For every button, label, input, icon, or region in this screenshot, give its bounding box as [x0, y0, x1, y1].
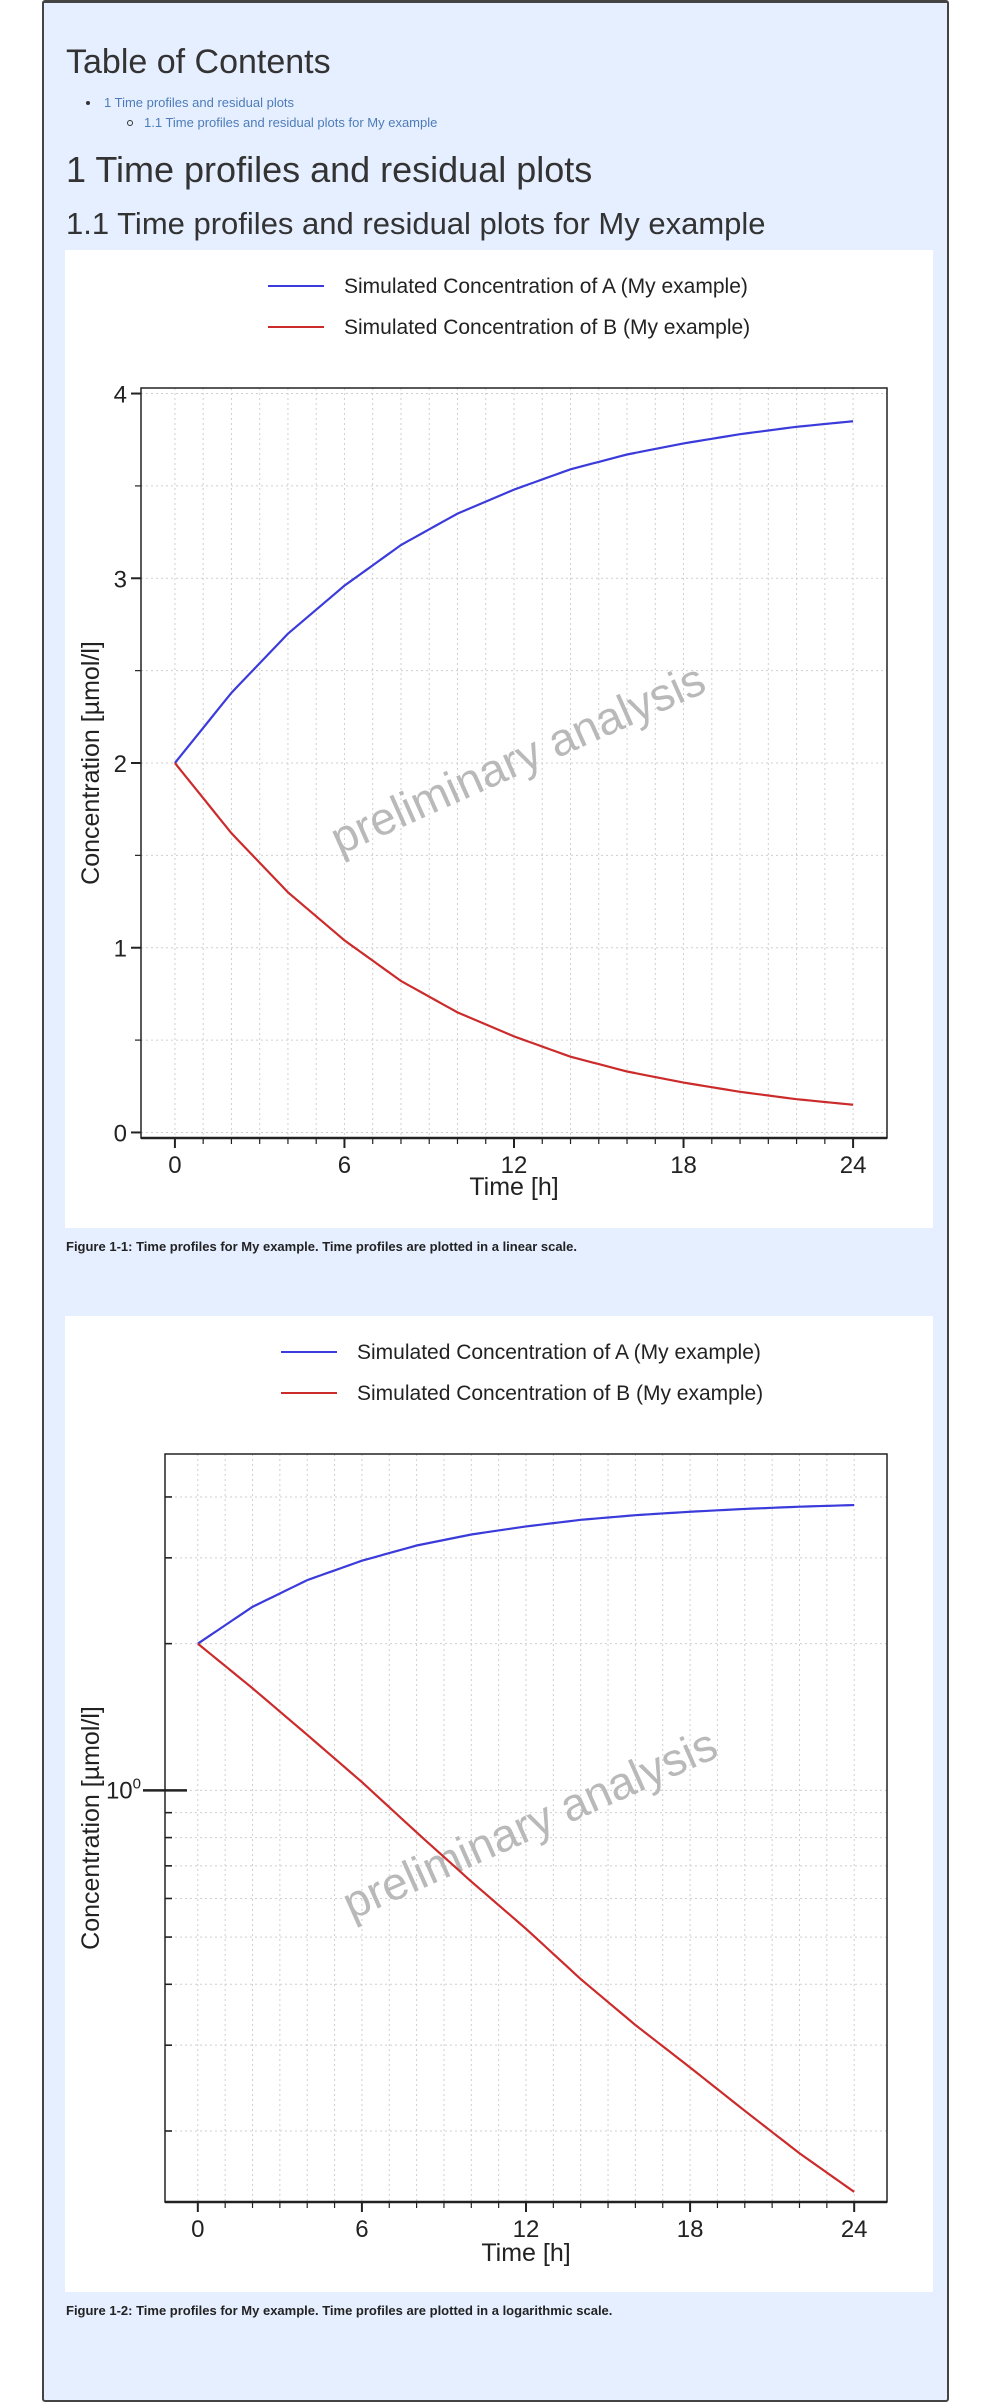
toc-list: 1 Time profiles and residual plots 1.1 T… — [66, 93, 437, 133]
watermark: preliminary analysis — [322, 652, 712, 864]
y-tick-label-base: 10 — [106, 1777, 133, 1804]
y-tick-label-power: 100 — [106, 1775, 141, 1804]
x-tick-label: 24 — [841, 2216, 868, 2243]
x-tick-label: 0 — [168, 1152, 181, 1179]
y-tick-label: 0 — [114, 1120, 127, 1147]
legend-label: Simulated Concentration of B (My example… — [344, 316, 750, 339]
y-tick-label: 4 — [114, 382, 127, 409]
x-tick-label: 12 — [501, 1152, 528, 1179]
figure-1-caption: Figure 1-1: Time profiles for My example… — [66, 1239, 578, 1254]
x-axis-title: Time [h] — [481, 2239, 570, 2267]
time-profile-chart-log: Simulated Concentration of A (My example… — [77, 1341, 888, 2267]
series-line-b — [174, 762, 854, 1106]
x-tick-label: 18 — [677, 2216, 704, 2243]
toc-link-section-1-1[interactable]: 1.1 Time profiles and residual plots for… — [144, 115, 438, 130]
toc-item: 1.1 Time profiles and residual plots for… — [66, 113, 437, 133]
legend-label: Simulated Concentration of A (My example… — [357, 1341, 761, 1364]
toc-link-section-1[interactable]: 1 Time profiles and residual plots — [104, 95, 295, 110]
y-tick-label: 2 — [114, 751, 127, 778]
legend-label: Simulated Concentration of B (My example… — [357, 1382, 763, 1405]
subsection-heading: 1.1 Time profiles and residual plots for… — [66, 206, 766, 241]
y-tick-label-exponent: 0 — [133, 1775, 141, 1792]
x-tick-label: 0 — [191, 2216, 204, 2243]
series-line-a — [174, 420, 854, 764]
figure-2-caption: Figure 1-2: Time profiles for My example… — [66, 2303, 613, 2318]
y-axis-title: Concentration [µmol/l] — [77, 1706, 105, 1950]
figure-2: Simulated Concentration of A (My example… — [65, 1316, 933, 2292]
report-page: Table of Contents 1 Time profiles and re… — [42, 0, 949, 2402]
figure-1: Simulated Concentration of A (My example… — [65, 250, 933, 1228]
series-line-a — [197, 1503, 855, 1645]
toc-item: 1 Time profiles and residual plots — [66, 93, 437, 113]
x-tick-label: 12 — [513, 2216, 540, 2243]
y-axis-title: Concentration [µmol/l] — [77, 641, 105, 885]
x-tick-label: 6 — [338, 1152, 351, 1179]
x-tick-label: 24 — [840, 1152, 867, 1179]
time-profile-chart-linear: Simulated Concentration of A (My example… — [77, 275, 888, 1201]
x-axis-title: Time [h] — [469, 1173, 558, 1201]
series-line-b — [197, 1642, 855, 2193]
x-tick-label: 18 — [670, 1152, 697, 1179]
toc-title: Table of Contents — [66, 43, 331, 81]
y-tick-label: 1 — [114, 936, 127, 963]
x-tick-label: 6 — [355, 2216, 368, 2243]
y-tick-label: 3 — [114, 566, 127, 593]
watermark: preliminary analysis — [334, 1717, 724, 1929]
legend-label: Simulated Concentration of A (My example… — [344, 275, 748, 298]
section-heading: 1 Time profiles and residual plots — [66, 149, 593, 190]
